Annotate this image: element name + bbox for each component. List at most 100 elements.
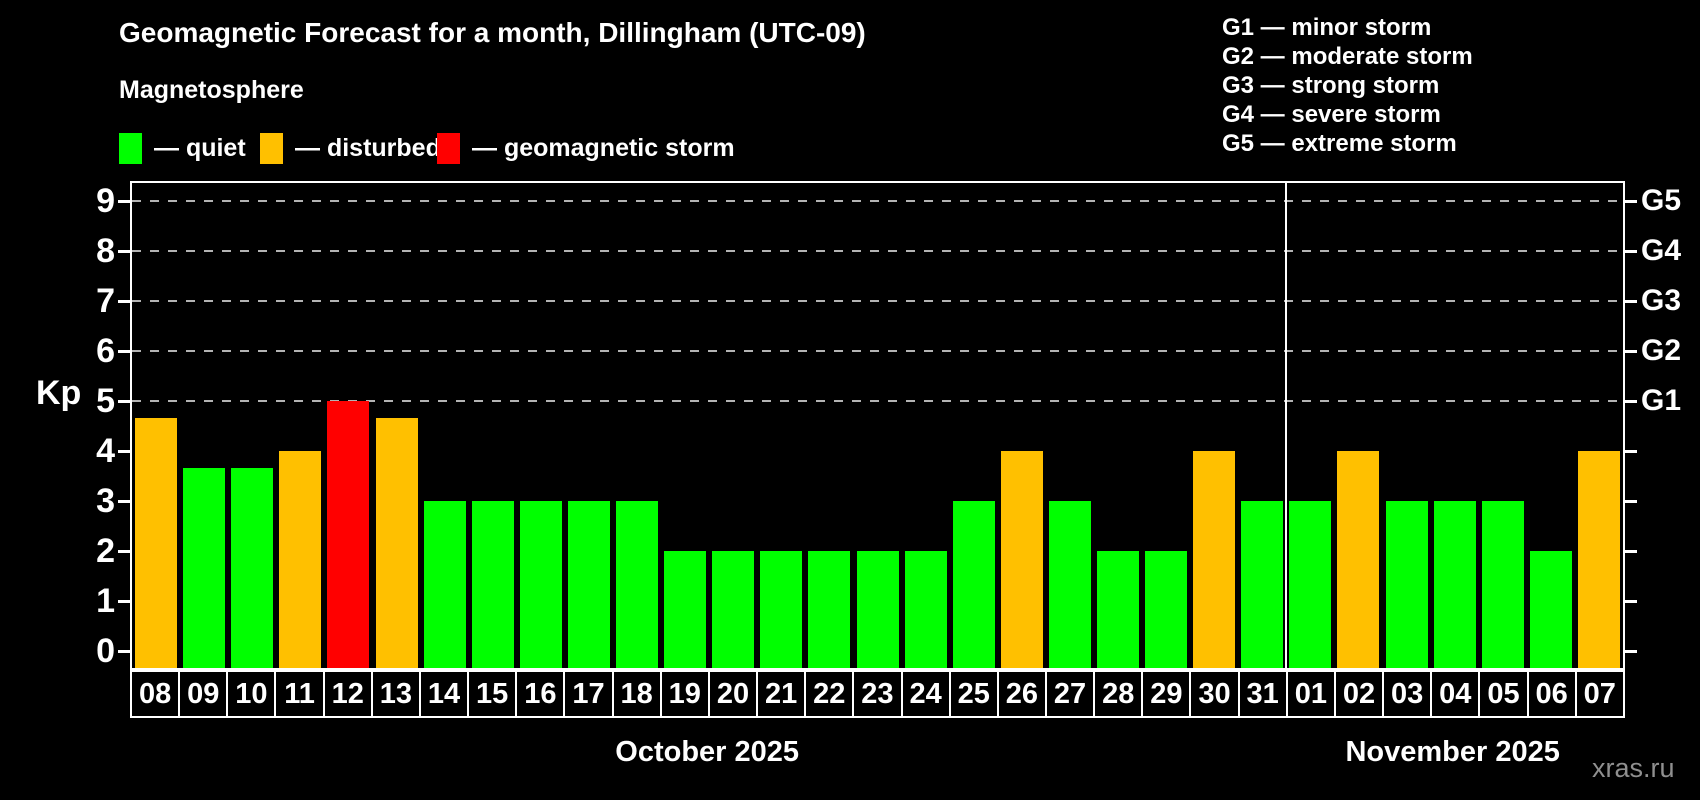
y-tick-left <box>118 250 130 253</box>
legend-label-quiet: — quiet <box>154 134 246 162</box>
day-label-03: 03 <box>1382 670 1433 718</box>
storm-scale-line-1: G1 — minor storm <box>1222 14 1432 41</box>
kp-bar-day-13 <box>375 417 418 668</box>
kp-bar-day-24 <box>904 551 947 668</box>
right-axis-label-G3: G3 <box>1641 284 1682 317</box>
storm-swatch-icon <box>437 133 460 164</box>
kp-bar-day-25 <box>952 501 995 668</box>
kp-bar-day-10 <box>231 467 274 668</box>
right-axis-label-G1: G1 <box>1641 384 1682 417</box>
day-label-09: 09 <box>178 670 229 718</box>
kp-bar-day-27 <box>1048 501 1091 668</box>
kp-bar-day-18 <box>616 501 659 668</box>
day-label-23: 23 <box>852 670 903 718</box>
day-label-11: 11 <box>274 670 325 718</box>
legend-item-disturbed: — disturbed <box>260 133 441 164</box>
y-tick-right <box>1625 200 1637 203</box>
month-label: November 2025 <box>1345 736 1560 768</box>
watermark: xras.ru <box>1592 753 1675 783</box>
legend-label-storm: — geomagnetic storm <box>472 134 735 162</box>
series-legend: — quiet — disturbed — geomagnetic storm <box>0 133 1700 164</box>
day-label-28: 28 <box>1093 670 1144 718</box>
day-label-27: 27 <box>1044 670 1096 718</box>
kp-bar-day-30 <box>1193 451 1236 668</box>
kp-bar-day-09 <box>183 467 226 668</box>
y-tick-label-3: 3 <box>96 482 115 520</box>
kp-bar-day-11 <box>279 451 322 668</box>
y-tick-left <box>118 500 130 503</box>
kp-bar-day-01 <box>1289 501 1332 668</box>
kp-bar-day-06 <box>1529 551 1572 668</box>
gridline-kp9 <box>132 200 1623 202</box>
y-tick-label-9: 9 <box>96 182 115 220</box>
y-tick-right <box>1625 350 1637 353</box>
y-tick-label-2: 2 <box>96 532 115 570</box>
kp-bar-day-12 <box>327 401 370 668</box>
y-tick-label-8: 8 <box>96 232 115 270</box>
kp-bar-day-05 <box>1481 501 1524 668</box>
day-label-16: 16 <box>515 670 566 718</box>
quiet-swatch-icon <box>119 133 142 164</box>
y-tick-left <box>118 200 130 203</box>
kp-bar-day-02 <box>1337 451 1380 668</box>
disturbed-swatch-icon <box>260 133 283 164</box>
kp-bar-day-19 <box>664 551 707 668</box>
day-label-31: 31 <box>1237 670 1288 718</box>
y-tick-label-0: 0 <box>96 632 115 670</box>
kp-bar-day-14 <box>423 501 466 668</box>
y-tick-right <box>1625 550 1637 553</box>
right-axis-label-G5: G5 <box>1641 184 1682 217</box>
legend-item-storm: — geomagnetic storm <box>437 133 735 164</box>
x-axis-day-labels: 08 09 10 11 12 13 14 15 16 17 18 19 20 21 22 23 24 25 26 27… <box>130 670 1625 718</box>
plot-area <box>118 181 1637 670</box>
kp-bar-day-21 <box>760 551 803 668</box>
day-label-12: 12 <box>322 670 373 718</box>
day-label-18: 18 <box>611 670 662 718</box>
y-tick-left <box>118 550 130 553</box>
day-label-06: 06 <box>1526 670 1577 718</box>
kp-bar-day-31 <box>1241 501 1284 668</box>
y-tick-label-5: 5 <box>96 382 115 420</box>
gridline-kp7 <box>132 300 1623 302</box>
y-tick-left <box>118 400 130 403</box>
y-tick-right <box>1625 300 1637 303</box>
y-tick-right <box>1625 400 1637 403</box>
day-label-19: 19 <box>659 670 710 718</box>
y-tick-left <box>118 300 130 303</box>
day-label-02: 02 <box>1333 670 1385 718</box>
y-axis-title: Kp <box>36 374 82 412</box>
day-label-15: 15 <box>467 670 518 718</box>
month-separator <box>1285 183 1288 668</box>
y-tick-left <box>118 650 130 653</box>
month-label: October 2025 <box>615 736 800 768</box>
day-label-30: 30 <box>1189 670 1240 718</box>
legend-item-quiet: — quiet <box>119 133 246 164</box>
y-tick-label-1: 1 <box>96 582 115 620</box>
y-tick-right <box>1625 250 1637 253</box>
day-label-29: 29 <box>1141 670 1192 718</box>
kp-bar-day-03 <box>1385 501 1428 668</box>
kp-bar-day-16 <box>519 501 562 668</box>
day-label-21: 21 <box>756 670 807 718</box>
y-tick-right <box>1625 500 1637 503</box>
kp-bar-day-28 <box>1096 551 1139 668</box>
right-axis-label-G2: G2 <box>1641 334 1682 367</box>
chart-title: Geomagnetic Forecast for a month, Dillin… <box>119 17 866 48</box>
y-tick-left <box>118 350 130 353</box>
y-tick-right <box>1625 450 1637 453</box>
y-tick-right <box>1625 650 1637 653</box>
kp-bar-day-20 <box>712 551 755 668</box>
y-tick-right <box>1625 600 1637 603</box>
kp-bar-day-04 <box>1433 501 1476 668</box>
right-axis-label-G4: G4 <box>1641 234 1682 267</box>
day-label-13: 13 <box>370 670 421 718</box>
day-label-17: 17 <box>563 670 614 718</box>
chart-subtitle: Magnetosphere <box>119 76 304 104</box>
kp-bar-day-26 <box>1000 451 1043 668</box>
y-tick-left <box>118 450 130 453</box>
day-label-22: 22 <box>804 670 855 718</box>
y-tick-label-7: 7 <box>96 282 115 320</box>
day-label-08: 08 <box>130 670 181 718</box>
day-label-14: 14 <box>418 670 470 718</box>
kp-bar-day-29 <box>1145 551 1188 668</box>
